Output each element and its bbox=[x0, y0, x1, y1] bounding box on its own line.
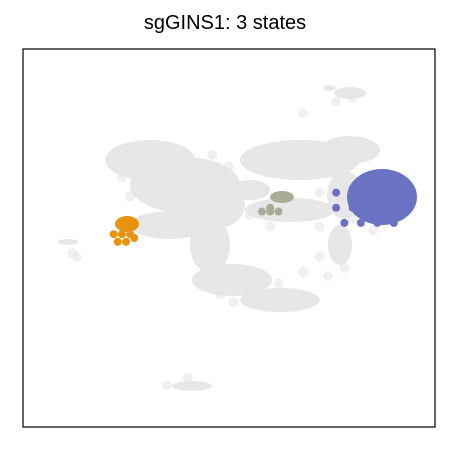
background-point bbox=[347, 93, 358, 104]
background-point bbox=[166, 217, 177, 228]
background-point bbox=[174, 198, 185, 209]
state-cluster bbox=[115, 216, 139, 232]
background-point bbox=[182, 372, 193, 383]
background-point bbox=[215, 289, 226, 300]
state-point bbox=[113, 237, 122, 246]
background-point bbox=[224, 202, 234, 213]
background-point bbox=[125, 191, 136, 202]
background-blob bbox=[324, 85, 336, 91]
state-point bbox=[274, 207, 283, 216]
state-point bbox=[332, 188, 341, 197]
background-point bbox=[207, 248, 218, 259]
background-point bbox=[199, 198, 210, 209]
background-blob bbox=[320, 136, 380, 164]
background-point bbox=[141, 214, 152, 225]
background-blob bbox=[58, 239, 78, 245]
background-point bbox=[265, 221, 276, 232]
background-point bbox=[199, 233, 210, 243]
background-point bbox=[244, 297, 255, 308]
background-point bbox=[368, 225, 379, 236]
background-point bbox=[203, 263, 214, 274]
background-point bbox=[67, 248, 78, 259]
background-point bbox=[322, 270, 333, 281]
background-cells bbox=[58, 85, 387, 391]
background-point bbox=[224, 161, 234, 172]
background-point bbox=[244, 210, 255, 221]
background-point bbox=[339, 172, 350, 183]
state-point bbox=[130, 234, 139, 242]
highlighted-states bbox=[109, 169, 417, 246]
background-point bbox=[294, 198, 305, 209]
background-point bbox=[314, 221, 325, 232]
state-point bbox=[257, 207, 266, 216]
background-point bbox=[166, 157, 177, 168]
state-point bbox=[117, 230, 126, 239]
chart-title: sgGINS1: 3 states bbox=[143, 12, 307, 34]
background-blob bbox=[230, 180, 270, 200]
state-point bbox=[266, 203, 275, 212]
background-blob bbox=[334, 87, 366, 99]
background-point bbox=[162, 380, 173, 391]
background-point bbox=[149, 195, 160, 206]
background-point bbox=[298, 108, 309, 119]
background-point bbox=[339, 251, 350, 262]
background-blob bbox=[240, 288, 320, 312]
background-point bbox=[298, 267, 309, 278]
background-point bbox=[314, 187, 325, 198]
state-cluster bbox=[270, 191, 294, 203]
background-point bbox=[191, 164, 202, 175]
background-point bbox=[339, 263, 350, 274]
background-point bbox=[215, 172, 226, 183]
state-point bbox=[109, 230, 118, 239]
state-point bbox=[356, 218, 365, 227]
state-point bbox=[340, 218, 349, 227]
background-point bbox=[182, 225, 193, 236]
background-blob bbox=[245, 198, 335, 222]
background-point bbox=[314, 251, 325, 262]
background-point bbox=[331, 96, 342, 107]
state-point bbox=[122, 237, 130, 246]
background-point bbox=[141, 161, 152, 172]
background-blob bbox=[190, 217, 230, 273]
background-point bbox=[116, 172, 127, 183]
background-point bbox=[347, 214, 358, 225]
background-point bbox=[273, 278, 284, 289]
state-point bbox=[332, 203, 341, 212]
background-blob bbox=[172, 381, 212, 391]
background-point bbox=[228, 297, 239, 308]
state-cluster bbox=[347, 169, 417, 225]
background-point bbox=[207, 278, 218, 289]
background-point bbox=[207, 149, 218, 160]
